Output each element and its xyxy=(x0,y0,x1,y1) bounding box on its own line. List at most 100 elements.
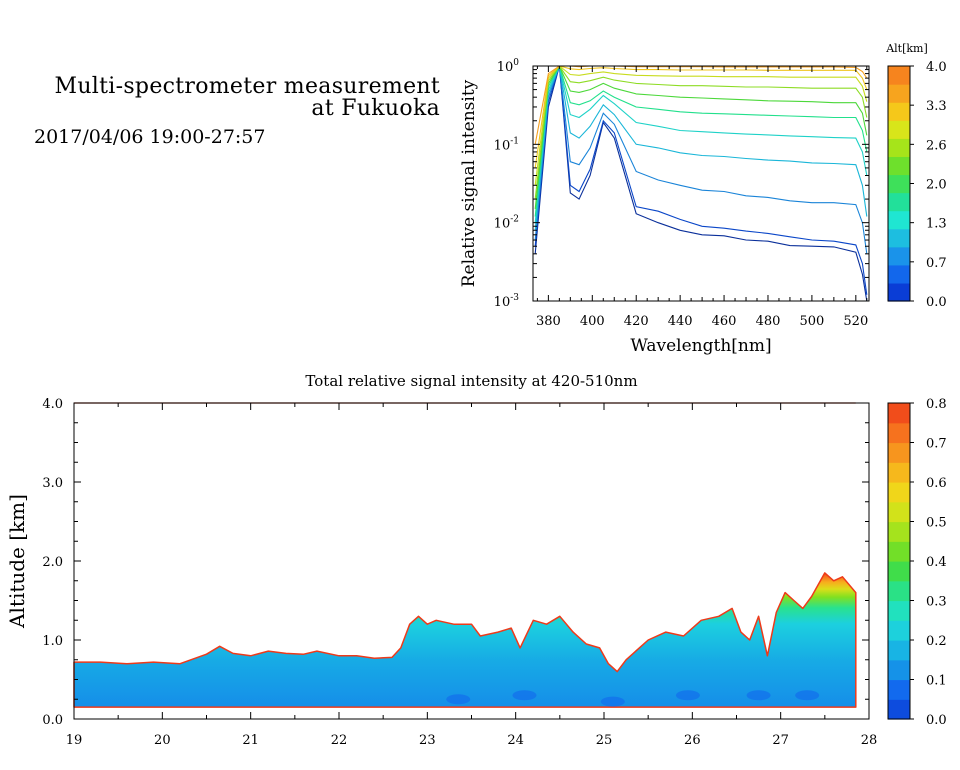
altitude-y-tick-label: 2.0 xyxy=(42,555,63,570)
altitude-colorbar-swatch xyxy=(888,659,910,681)
altitude-colorbar-swatch xyxy=(888,403,910,424)
spectrum-series-line xyxy=(534,66,868,254)
spectrum-x-tick-label: 520 xyxy=(843,314,868,329)
spectrum-colorbar-swatch xyxy=(888,282,910,302)
spectrum-series-line xyxy=(534,66,868,295)
altitude-chart-title: Total relative signal intensity at 420-5… xyxy=(305,372,637,390)
altitude-x-tick-label: 27 xyxy=(772,733,789,748)
altitude-y-axis-label: Altitude [km] xyxy=(5,494,29,629)
spectrum-lines xyxy=(534,66,868,301)
altitude-colorbar-tick-label: 0.0 xyxy=(926,713,947,728)
spectrum-colorbar-swatch xyxy=(888,210,910,230)
spectrum-x-tick-label: 460 xyxy=(712,314,737,329)
altitude-y-tick-label: 4.0 xyxy=(42,397,63,412)
spectrum-colorbar-swatch xyxy=(888,246,910,266)
altitude-colorbar-tick-label: 0.2 xyxy=(926,634,947,649)
altitude-low-patch xyxy=(512,690,537,701)
altitude-x-tick-label: 25 xyxy=(596,733,613,748)
spectrum-colorbar: 4.0 3.3 2.6 2.0 1.3 0.7 0.0 Alt[km] xyxy=(885,42,946,310)
spectrum-y-tick-label: 10-2 xyxy=(494,215,519,232)
spectrum-series-line xyxy=(534,66,868,231)
altitude-colorbar-tick-label: 0.5 xyxy=(926,516,947,531)
spectrum-y-tick-label: 10-3 xyxy=(494,293,520,310)
spectrum-x-tick-label: 500 xyxy=(799,314,824,329)
spectrum-y-tick-label: 100 xyxy=(497,58,520,75)
altitude-colorbar-tick-label: 0.3 xyxy=(926,595,947,610)
altitude-colorbar-swatch xyxy=(888,679,910,700)
spectrum-colorbar-tick-label: 3.3 xyxy=(926,99,947,114)
altitude-x-tick-label: 23 xyxy=(419,733,436,748)
spectrum-colorbar-tick-label: 1.3 xyxy=(926,217,947,232)
altitude-x-tick-label: 22 xyxy=(331,733,348,748)
spectrum-colorbar-swatch xyxy=(888,120,910,139)
altitude-x-tick-label: 20 xyxy=(154,733,171,748)
spectrum-colorbar-swatch xyxy=(888,84,910,103)
spectrum-x-tick-label: 480 xyxy=(756,314,781,329)
spectrum-y-tick-label: 10-1 xyxy=(494,136,519,153)
altitude-x-tick-label: 28 xyxy=(861,733,878,748)
spectrum-series-line xyxy=(534,66,868,301)
altitude-intensity-band xyxy=(73,572,857,708)
spectrum-colorbar-tick-label: 0.7 xyxy=(926,256,947,271)
altitude-low-patch xyxy=(600,696,625,707)
altitude-x-tick-label: 21 xyxy=(242,733,259,748)
altitude-colorbar-tick-label: 0.8 xyxy=(926,397,947,412)
altitude-y-tick-label: 0.0 xyxy=(42,713,63,728)
spectrum-x-tick-label: 400 xyxy=(580,314,605,329)
spectrum-x-tick-label: 420 xyxy=(624,314,649,329)
spectrum-series-line xyxy=(534,66,868,209)
altitude-colorbar-swatch xyxy=(888,640,910,661)
spectrum-colorbar-swatch xyxy=(888,174,910,194)
altitude-colorbar-swatch xyxy=(888,541,910,562)
altitude-low-patch xyxy=(446,694,471,705)
spectrum-plot-frame xyxy=(532,65,870,302)
spectrum-colorbar-swatch xyxy=(888,264,910,284)
altitude-low-patch xyxy=(746,690,771,701)
altitude-colorbar-swatch xyxy=(888,482,910,503)
spectrum-x-tick-label: 440 xyxy=(668,314,693,329)
spectrum-colorbar-swatch xyxy=(888,192,910,212)
spectrum-colorbar-tick-label: 0.0 xyxy=(926,295,947,310)
spectrum-y-axis-label: Relative signal intensity xyxy=(459,79,479,287)
spectrum-series-line xyxy=(534,66,868,217)
spectrum-series-line xyxy=(534,66,868,200)
altitude-colorbar-swatch xyxy=(888,561,910,582)
spectrum-series-line xyxy=(534,66,868,186)
altitude-colorbar-swatch xyxy=(888,422,910,444)
altitude-colorbar: 0.8 0.7 0.6 0.5 0.4 0.3 0.2 0.1 0.0 xyxy=(887,397,947,728)
altitude-colorbar-swatch xyxy=(888,501,910,523)
spectrum-chart: 380 400 420 440 460 480 500 520 Wavelength[nm] 10… xyxy=(459,42,947,356)
title-block: Multi-spectrometer measurement at Fukuok… xyxy=(0,0,450,160)
altitude-colorbar-swatch xyxy=(888,620,910,641)
spectrum-series-line xyxy=(534,66,868,223)
spectrum-x-tick-label: 380 xyxy=(536,314,561,329)
altitude-y-tick-label: 1.0 xyxy=(42,634,63,649)
altitude-low-patch xyxy=(795,690,820,701)
altitude-x-tick-label: 19 xyxy=(66,733,83,748)
altitude-colorbar-tick-label: 0.6 xyxy=(926,476,947,491)
spectrum-colorbar-swatch xyxy=(888,156,910,176)
altitude-colorbar-tick-label: 0.7 xyxy=(926,437,947,452)
spectrum-colorbar-tick-label: 2.6 xyxy=(926,138,947,153)
altitude-low-patch xyxy=(675,690,700,701)
spectrum-colorbar-title: Alt[km] xyxy=(885,42,928,55)
altitude-colorbar-swatch xyxy=(888,462,910,483)
spectrum-colorbar-swatch xyxy=(888,66,910,85)
altitude-colorbar-swatch xyxy=(888,442,910,463)
spectrum-colorbar-swatch xyxy=(888,228,910,248)
altitude-colorbar-tick-label: 0.1 xyxy=(926,674,947,689)
altitude-colorbar-tick-label: 0.4 xyxy=(926,555,947,570)
altitude-y-tick-label: 3.0 xyxy=(42,476,63,491)
spectrum-colorbar-tick-label: 2.0 xyxy=(926,178,947,193)
spectrum-colorbar-tick-label: 4.0 xyxy=(926,60,947,75)
altitude-x-tick-label: 26 xyxy=(684,733,701,748)
spectrum-colorbar-swatch xyxy=(888,138,910,157)
spectrum-colorbar-swatch xyxy=(888,102,910,121)
altitude-colorbar-swatch xyxy=(888,521,910,542)
figure-location: at Fukuoka xyxy=(311,96,440,121)
altitude-colorbar-swatch xyxy=(888,580,910,602)
altitude-chart: Total relative signal intensity at 420-5… xyxy=(5,372,947,748)
altitude-colorbar-swatch xyxy=(888,699,910,720)
spectrum-x-axis-label: Wavelength[nm] xyxy=(630,336,771,356)
figure-datetime: 2017/04/06 19:00-27:57 xyxy=(34,126,266,148)
